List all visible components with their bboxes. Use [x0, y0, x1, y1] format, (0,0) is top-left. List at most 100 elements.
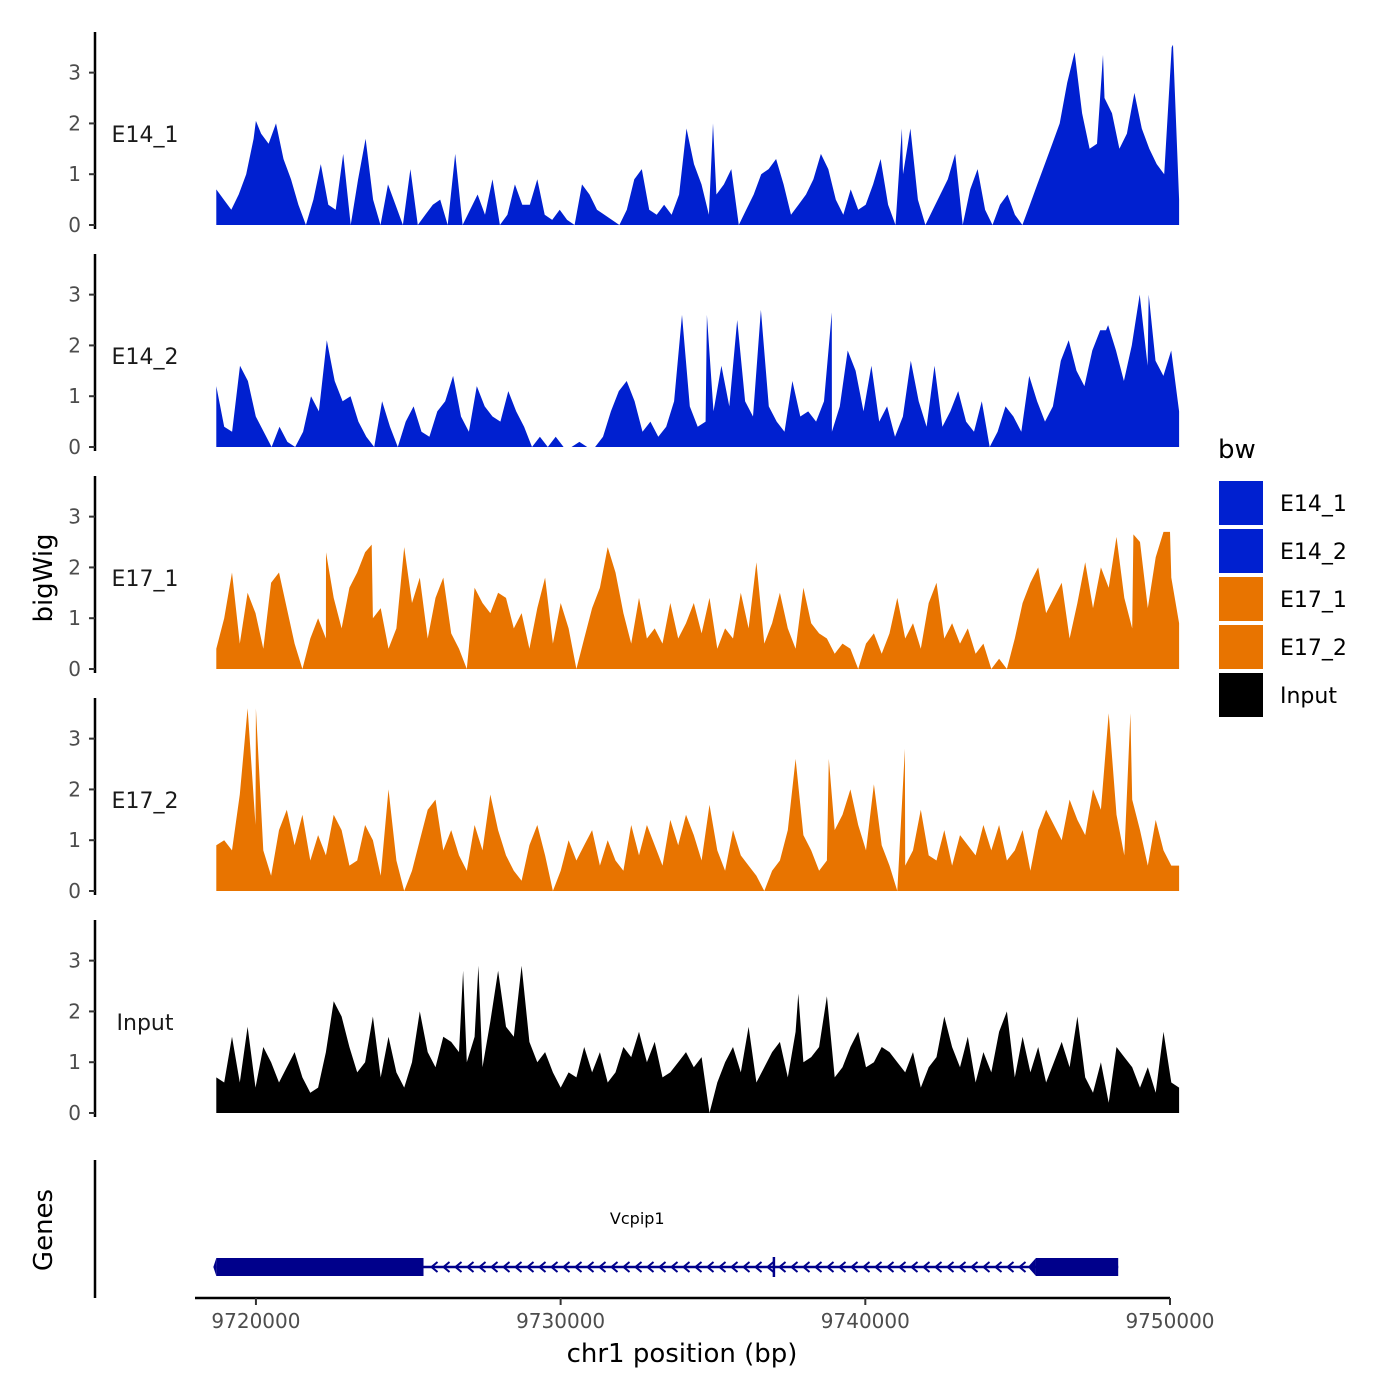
- coverage-area-e17-2: [216, 708, 1180, 891]
- coverage-area-e17-1: [216, 531, 1180, 669]
- strand-arrow-icon: [501, 1261, 511, 1273]
- strand-arrow-icon: [597, 1261, 607, 1273]
- y-tick-label: 0: [68, 435, 81, 459]
- strand-arrow-icon: [657, 1261, 667, 1273]
- strand-arrow-icon: [477, 1261, 487, 1273]
- strand-arrow-icon: [561, 1261, 571, 1273]
- track-e17-2: 0 1 2 3 E17_2: [68, 698, 1180, 903]
- strand-arrow-icon: [897, 1261, 907, 1273]
- strand-arrow-icon: [753, 1261, 763, 1273]
- x-axis-title: chr1 position (bp): [567, 1339, 798, 1369]
- strand-arrow-icon: [849, 1261, 859, 1273]
- strand-arrow-icon: [693, 1261, 703, 1273]
- strand-arrow-icon: [441, 1261, 451, 1273]
- genes-track: Vcpip1: [93, 1160, 1119, 1298]
- x-tick-label: 9730000: [516, 1309, 605, 1333]
- legend-title: bw: [1218, 435, 1256, 465]
- y-tick-label: 0: [68, 657, 81, 681]
- x-axis: 9720000 9730000 9740000 9750000: [195, 1296, 1215, 1333]
- strand-arrow-icon: [681, 1261, 691, 1273]
- gene-start-cap: [213, 1258, 217, 1276]
- track-label: Input: [117, 1011, 174, 1036]
- strand-arrow-icon: [777, 1261, 787, 1273]
- track-label: E14_1: [112, 123, 179, 148]
- strand-arrow-icon: [909, 1261, 919, 1273]
- coverage-tracks: 0 1 2 3 E14_1 0 1 2 3 E14_2 0 1 2 3 E17_1 0 1 2 3 E17_2 0 1 2 3…: [68, 32, 1180, 1125]
- strand-arrow-icon: [585, 1261, 595, 1273]
- strand-arrow-icon: [645, 1261, 655, 1273]
- gene-vcpip1: Vcpip1: [213, 1209, 1119, 1277]
- strand-arrow-icon: [957, 1261, 967, 1273]
- legend-key: [1217, 479, 1265, 527]
- legend-label: E17_2: [1280, 636, 1347, 661]
- strand-arrow-icon: [933, 1261, 943, 1273]
- y-tick-label: 2: [68, 111, 81, 135]
- y-tick-label: 3: [68, 283, 81, 307]
- strand-arrow-icon: [717, 1261, 727, 1273]
- strand-arrow-icon: [549, 1261, 559, 1273]
- strand-arrow-icon: [885, 1261, 895, 1273]
- strand-arrow-icon: [537, 1261, 547, 1273]
- legend-key: [1217, 527, 1265, 575]
- y-tick-label: 1: [68, 828, 81, 852]
- y-tick-label: 0: [68, 879, 81, 903]
- legend-key: [1217, 623, 1265, 671]
- coverage-area-e14-1: [216, 44, 1180, 226]
- track-label: E17_1: [112, 567, 179, 592]
- x-tick-label: 9740000: [821, 1309, 910, 1333]
- strand-arrow-icon: [669, 1261, 679, 1273]
- strand-arrow-icon: [453, 1261, 463, 1273]
- strand-arrow-icon: [945, 1261, 955, 1273]
- strand-arrow-icon: [861, 1261, 871, 1273]
- legend: bw E14_1 E14_2 E17_1 E17_2 Input: [1217, 435, 1347, 719]
- strand-arrow-icon: [1005, 1261, 1015, 1273]
- legend-label: E17_1: [1280, 588, 1347, 613]
- strand-arrow-icon: [705, 1261, 715, 1273]
- strand-arrow-icon: [993, 1261, 1003, 1273]
- legend-key: [1217, 671, 1265, 719]
- strand-arrow-icon: [621, 1261, 631, 1273]
- y-tick-label: 3: [68, 61, 81, 85]
- strand-arrow-icon: [825, 1261, 835, 1273]
- gene-exon: [1035, 1258, 1119, 1276]
- x-tick-label: 9720000: [211, 1309, 300, 1333]
- strand-arrow-icon: [609, 1261, 619, 1273]
- y-tick-label: 1: [68, 162, 81, 186]
- y-tick-label: 3: [68, 727, 81, 751]
- gene-name-label: Vcpip1: [610, 1209, 665, 1228]
- y-tick-label: 0: [68, 1101, 81, 1125]
- y-axis-title: bigWig: [29, 533, 59, 622]
- strand-arrow-icon: [1017, 1261, 1027, 1273]
- strand-arrow-icon: [981, 1261, 991, 1273]
- track-e14-2: 0 1 2 3 E14_2: [68, 254, 1180, 459]
- strand-arrow-icon: [801, 1261, 811, 1273]
- strand-arrow-icon: [969, 1261, 979, 1273]
- y-tick-label: 2: [68, 333, 81, 357]
- strand-arrow-icon: [633, 1261, 643, 1273]
- legend-label: E14_1: [1280, 492, 1347, 517]
- y-tick-label: 1: [68, 384, 81, 408]
- strand-arrow-icon: [765, 1261, 775, 1273]
- y-tick-label: 1: [68, 1050, 81, 1074]
- legend-label: E14_2: [1280, 540, 1347, 565]
- gene-exon: [216, 1258, 424, 1276]
- track-label: E17_2: [112, 789, 179, 814]
- y-tick-label: 2: [68, 777, 81, 801]
- strand-arrow-icon: [921, 1261, 931, 1273]
- y-tick-label: 3: [68, 949, 81, 973]
- y-tick-label: 0: [68, 213, 81, 237]
- strand-arrow-icon: [513, 1261, 523, 1273]
- track-input: 0 1 2 3 Input: [68, 920, 1180, 1125]
- strand-arrow-icon: [873, 1261, 883, 1273]
- strand-arrow-icon: [525, 1261, 535, 1273]
- coverage-area-e14-2: [216, 294, 1180, 447]
- genes-axis-title: Genes: [29, 1189, 59, 1271]
- x-tick-label: 9750000: [1125, 1309, 1214, 1333]
- track-label: E14_2: [112, 345, 179, 370]
- strand-arrow-icon: [489, 1261, 499, 1273]
- strand-arrow-icon: [789, 1261, 799, 1273]
- strand-arrow-icon: [741, 1261, 751, 1273]
- coverage-area-input: [216, 965, 1180, 1113]
- strand-arrow-icon: [837, 1261, 847, 1273]
